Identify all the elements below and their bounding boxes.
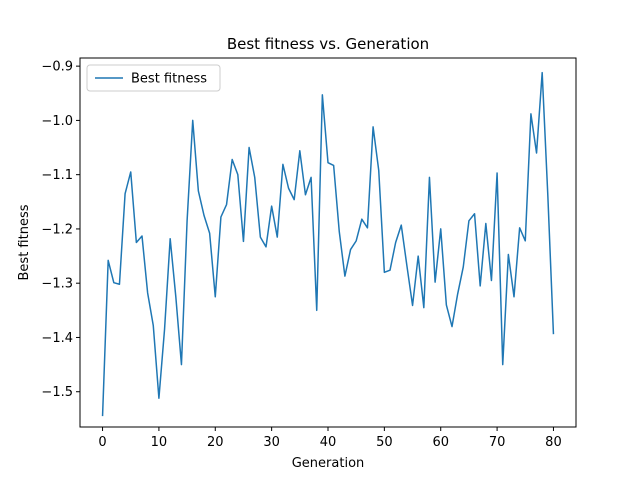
legend-label: Best fitness [131,72,207,87]
y-tick-label: −1.0 [41,114,73,129]
x-tick-label: 60 [432,435,449,450]
y-tick-label: −1.1 [41,168,73,183]
series-line-0 [101,71,555,417]
x-tick-label: 10 [151,435,168,450]
legend-box [86,64,221,92]
chart-title: Best fitness vs. Generation [227,35,429,53]
y-axis: −1.5 −1.4 −1.3 −1.2 −1.1 −1.0 −0.9 [41,60,80,400]
x-axis-label: Generation [292,456,365,471]
y-tick-label: −1.2 [41,222,73,237]
x-tick-label: 70 [489,435,506,450]
x-tick-label: 0 [98,435,106,450]
x-tick-label: 80 [545,435,562,450]
x-tick-label: 20 [207,435,224,450]
y-tick-label: −0.9 [41,60,73,75]
x-tick-label: 30 [263,435,280,450]
plot-frame [79,57,577,428]
x-axis: 0 10 20 30 40 50 60 70 80 [98,427,562,450]
legend: Best fitness [86,64,221,92]
y-tick-label: −1.5 [41,385,73,400]
y-tick-label: −1.3 [41,277,73,292]
x-tick-label: 40 [320,435,337,450]
x-tick-label: 50 [376,435,393,450]
y-axis-label: Best fitness [17,204,32,280]
y-tick-label: −1.4 [41,331,73,346]
